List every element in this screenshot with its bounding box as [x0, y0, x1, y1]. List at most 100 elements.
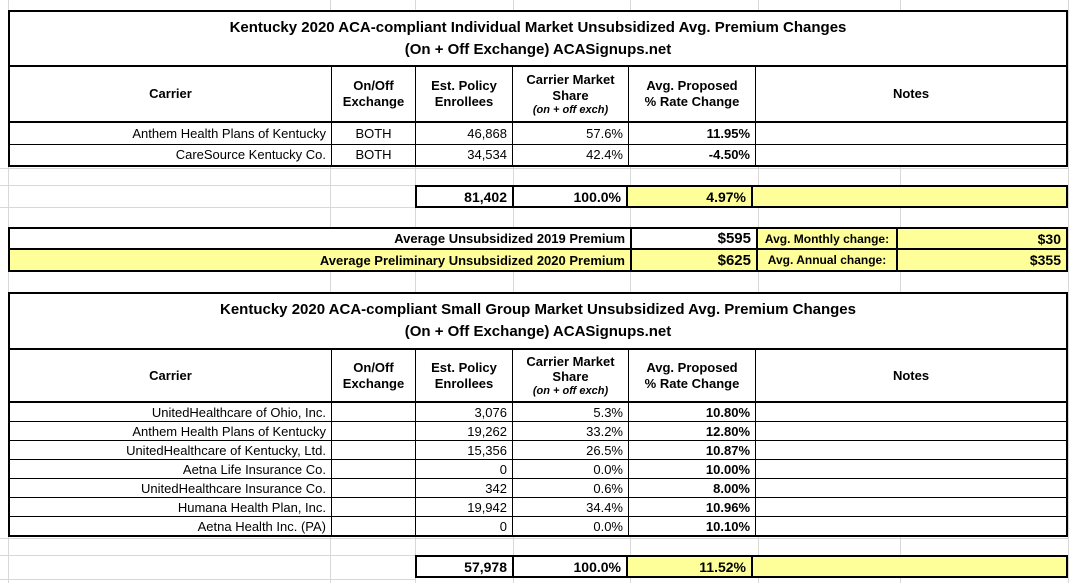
exchange-cell[interactable]: BOTH: [331, 144, 415, 165]
col-header-exchange[interactable]: On/Off Exchange: [331, 67, 415, 121]
total-enrollees-cell[interactable]: 57,978: [464, 558, 507, 575]
total-market-share-cell[interactable]: 100.0%: [512, 557, 626, 576]
total-notes-cell[interactable]: [751, 557, 1066, 576]
market-share-cell[interactable]: 42.4%: [512, 144, 628, 165]
total-notes-cell[interactable]: [751, 187, 1066, 206]
enrollees-cell[interactable]: 19,942: [415, 498, 512, 516]
gridline-v: [758, 0, 759, 583]
col-header-enrollees[interactable]: Est. Policy Enrollees: [415, 350, 512, 401]
carrier-cell[interactable]: CareSource Kentucky Co.: [175, 147, 326, 163]
exchange-cell[interactable]: [331, 441, 415, 459]
market-share-cell[interactable]: 26.5%: [512, 441, 628, 459]
gridline-v: [1068, 0, 1069, 583]
notes-cell[interactable]: [755, 460, 1066, 478]
market-share-cell[interactable]: 33.2%: [512, 422, 628, 440]
enrollees-cell[interactable]: 34,534: [415, 144, 512, 165]
market-share-header-label: Carrier Market Share: [526, 353, 615, 385]
enrollees-cell[interactable]: 3,076: [415, 403, 512, 421]
carrier-row: Aetna Life Insurance Co. 0 0.0% 10.00%: [10, 460, 1066, 479]
market-share-cell[interactable]: 5.3%: [512, 403, 628, 421]
market-share-cell[interactable]: 34.4%: [512, 498, 628, 516]
annual-change-value[interactable]: $355: [896, 250, 1066, 270]
premium-summary: Average Unsubsidized 2019 Premium $595 A…: [8, 227, 1068, 272]
total-enrollees-cell[interactable]: 81,402: [464, 188, 507, 205]
notes-cell[interactable]: [755, 403, 1066, 421]
carrier-cell[interactable]: Anthem Health Plans of Kentucky: [132, 125, 326, 141]
premium-2019-label[interactable]: Average Unsubsidized 2019 Premium: [394, 231, 625, 246]
notes-cell[interactable]: [755, 144, 1066, 165]
total-rate-change-cell[interactable]: 11.52%: [626, 557, 751, 576]
premium-2019-value[interactable]: $595: [630, 229, 756, 248]
market-share-header-note: (on + off exch): [532, 103, 609, 116]
annual-change-label[interactable]: Avg. Annual change:: [756, 250, 896, 270]
col-header-notes[interactable]: Notes: [755, 350, 1066, 401]
exchange-cell[interactable]: [331, 422, 415, 440]
notes-cell[interactable]: [755, 498, 1066, 516]
small-group-market-title[interactable]: Kentucky 2020 ACA-compliant Small Group …: [10, 294, 1066, 350]
col-header-enrollees[interactable]: Est. Policy Enrollees: [415, 67, 512, 121]
rate-change-cell[interactable]: 8.00%: [628, 479, 755, 497]
rate-change-cell[interactable]: 10.96%: [628, 498, 755, 516]
gridline-h: [0, 185, 415, 186]
rate-change-cell[interactable]: 12.80%: [628, 422, 755, 440]
gridline-v: [630, 0, 631, 583]
market-share-cell[interactable]: 0.0%: [512, 460, 628, 478]
col-header-exchange[interactable]: On/Off Exchange: [331, 350, 415, 401]
enrollees-cell[interactable]: 0: [415, 517, 512, 535]
premium-2020-label[interactable]: Average Preliminary Unsubsidized 2020 Pr…: [10, 250, 630, 270]
small-group-header-row: Carrier On/Off Exchange Est. Policy Enro…: [10, 350, 1066, 403]
market-share-cell[interactable]: 0.6%: [512, 479, 628, 497]
enrollees-cell[interactable]: 0: [415, 460, 512, 478]
small-group-market-table: Kentucky 2020 ACA-compliant Small Group …: [8, 292, 1068, 537]
col-header-market-share[interactable]: Carrier Market Share (on + off exch): [512, 350, 628, 401]
monthly-change-value[interactable]: $30: [896, 229, 1066, 248]
rate-change-cell[interactable]: -4.50%: [628, 144, 755, 165]
notes-cell[interactable]: [755, 517, 1066, 535]
carrier-cell[interactable]: Anthem Health Plans of Kentucky: [132, 423, 326, 439]
carrier-row: UnitedHealthcare Insurance Co. 342 0.6% …: [10, 479, 1066, 498]
exchange-cell[interactable]: [331, 403, 415, 421]
exchange-cell[interactable]: [331, 498, 415, 516]
exchange-cell[interactable]: [331, 517, 415, 535]
notes-cell[interactable]: [755, 123, 1066, 144]
carrier-cell[interactable]: UnitedHealthcare of Kentucky, Ltd.: [126, 442, 326, 458]
market-share-cell[interactable]: 0.0%: [512, 517, 628, 535]
carrier-cell[interactable]: Aetna Life Insurance Co.: [182, 461, 326, 477]
enrollees-cell[interactable]: 19,262: [415, 422, 512, 440]
small-group-totals-row: 57,978 100.0% 11.52%: [415, 555, 1068, 578]
rate-change-cell[interactable]: 10.87%: [628, 441, 755, 459]
premium-2020-value[interactable]: $625: [630, 250, 756, 270]
carrier-cell[interactable]: Aetna Health Inc. (PA): [197, 518, 326, 534]
rate-change-cell[interactable]: 10.00%: [628, 460, 755, 478]
exchange-cell[interactable]: [331, 460, 415, 478]
individual-market-title[interactable]: Kentucky 2020 ACA-compliant Individual M…: [10, 12, 1066, 67]
enrollees-cell[interactable]: 342: [415, 479, 512, 497]
col-header-notes[interactable]: Notes: [755, 67, 1066, 121]
carrier-cell[interactable]: Humana Health Plan, Inc.: [177, 499, 326, 515]
col-header-carrier[interactable]: Carrier: [149, 367, 192, 383]
col-header-rate-change[interactable]: Avg. Proposed % Rate Change: [628, 67, 755, 121]
gridline-h: [0, 579, 415, 580]
gridline-h: [0, 168, 1068, 169]
exchange-cell[interactable]: BOTH: [331, 123, 415, 144]
enrollees-cell[interactable]: 15,356: [415, 441, 512, 459]
col-header-rate-change[interactable]: Avg. Proposed % Rate Change: [628, 350, 755, 401]
carrier-cell[interactable]: UnitedHealthcare Insurance Co.: [141, 480, 326, 496]
gridline-h: [0, 538, 1068, 539]
monthly-change-label[interactable]: Avg. Monthly change:: [756, 229, 896, 248]
carrier-cell[interactable]: UnitedHealthcare of Ohio, Inc.: [151, 404, 326, 420]
rate-change-cell[interactable]: 10.80%: [628, 403, 755, 421]
enrollees-cell[interactable]: 46,868: [415, 123, 512, 144]
col-header-carrier[interactable]: Carrier: [149, 86, 192, 102]
rate-change-cell[interactable]: 10.10%: [628, 517, 755, 535]
total-rate-change-cell[interactable]: 4.97%: [626, 187, 751, 206]
market-share-cell[interactable]: 57.6%: [512, 123, 628, 144]
notes-cell[interactable]: [755, 441, 1066, 459]
notes-cell[interactable]: [755, 422, 1066, 440]
exchange-cell[interactable]: [331, 479, 415, 497]
col-header-market-share[interactable]: Carrier Market Share (on + off exch): [512, 67, 628, 121]
rate-change-cell[interactable]: 11.95%: [628, 123, 755, 144]
total-market-share-cell[interactable]: 100.0%: [512, 187, 626, 206]
notes-cell[interactable]: [755, 479, 1066, 497]
